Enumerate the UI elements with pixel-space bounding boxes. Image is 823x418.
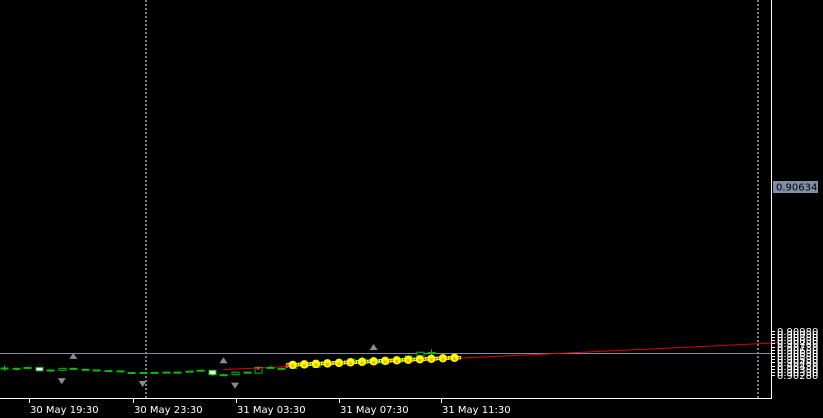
marker-base bbox=[325, 362, 329, 366]
markers-group bbox=[57, 344, 459, 389]
candle-bear bbox=[208, 369, 217, 376]
marker-base bbox=[429, 358, 433, 362]
candle-bull bbox=[12, 367, 21, 370]
trend-dot bbox=[285, 364, 289, 368]
candle-bull bbox=[46, 369, 55, 372]
fractal-down-arrow bbox=[138, 381, 147, 387]
price-tick-label: 0.90680 bbox=[777, 346, 818, 357]
time-tick-label: 30 May 19:30 bbox=[30, 405, 99, 416]
price-tick-label: 0.90830 bbox=[777, 336, 818, 347]
marker-base bbox=[349, 361, 352, 365]
marker-base bbox=[406, 359, 410, 363]
marker-base bbox=[452, 357, 456, 361]
time-tick-label: 31 May 11:30 bbox=[442, 405, 511, 416]
candle-bull bbox=[219, 374, 228, 377]
candle-bear bbox=[266, 366, 275, 369]
time-tick-label: 31 May 07:30 bbox=[340, 405, 409, 416]
candle-bear bbox=[116, 370, 125, 373]
price-tick-label: 0.90780 bbox=[777, 339, 818, 350]
time-tick-label: 31 May 03:30 bbox=[237, 405, 306, 416]
price-tick-label: 0.90730 bbox=[777, 343, 818, 354]
fractal-down-arrow bbox=[57, 378, 66, 385]
marker-base bbox=[395, 359, 399, 363]
current-price-label: 0.90634 bbox=[776, 183, 817, 194]
fractal-up-arrow bbox=[69, 352, 78, 359]
marker-base bbox=[418, 358, 422, 362]
price-axis: 0.909800.909300.908800.908300.907800.907… bbox=[771, 327, 818, 382]
candle-bull bbox=[127, 371, 136, 374]
time-axis: 30 May 19:30 30 May 23:30 31 May 03:30 31 M… bbox=[29, 398, 511, 416]
candle-bear bbox=[35, 366, 44, 372]
candle-bear bbox=[81, 368, 90, 371]
candle-bull bbox=[196, 369, 205, 372]
marker-base bbox=[291, 364, 295, 368]
marker-base bbox=[383, 360, 387, 364]
price-tick-label: 0.90580 bbox=[777, 352, 818, 363]
candle-bull bbox=[162, 371, 171, 374]
candle-bull bbox=[150, 371, 159, 374]
marker-base bbox=[302, 363, 306, 367]
fractal-up-arrow bbox=[369, 344, 378, 351]
fractal-up-arrow bbox=[219, 357, 228, 364]
price-tick-label: 0.90380 bbox=[777, 365, 818, 376]
current-price-tag-group: 0.90634 bbox=[773, 181, 818, 194]
current-price-tag bbox=[773, 181, 818, 193]
candle-bear bbox=[92, 369, 101, 372]
candle-bear bbox=[427, 352, 436, 355]
marker-base bbox=[372, 360, 376, 364]
candle-bear bbox=[104, 370, 113, 373]
price-tick-label: 0.90880 bbox=[777, 333, 818, 344]
candle-bear bbox=[173, 371, 182, 374]
candle-bear bbox=[69, 367, 78, 370]
marker-base bbox=[314, 363, 318, 367]
price-tick-label: 0.90930 bbox=[777, 330, 818, 341]
price-tick-label: 0.90480 bbox=[777, 358, 818, 369]
marker-base bbox=[441, 357, 445, 361]
price-tick-label: 0.90630 bbox=[777, 349, 818, 360]
candle-bear bbox=[243, 371, 252, 374]
price-tick-label: 0.90430 bbox=[777, 362, 818, 373]
candle-bull bbox=[231, 371, 240, 376]
trend-dot bbox=[256, 366, 260, 370]
marker-base bbox=[337, 362, 341, 366]
price-tick-label: 0.90530 bbox=[777, 355, 818, 366]
fractal-down-arrow bbox=[231, 382, 239, 389]
time-tick-label: 30 May 23:30 bbox=[134, 405, 203, 416]
candle-bull bbox=[139, 371, 148, 374]
price-tick-label: 0.90280 bbox=[777, 371, 818, 382]
candle-bear bbox=[0, 367, 9, 370]
candle-bull bbox=[58, 367, 67, 371]
price-tick-label: 0.90330 bbox=[777, 368, 818, 379]
candle-bull bbox=[185, 370, 194, 373]
candle-bull bbox=[23, 366, 32, 369]
price-tick-label: 0.90980 bbox=[777, 327, 818, 338]
candle-bull bbox=[277, 367, 286, 370]
marker-base bbox=[360, 361, 364, 365]
